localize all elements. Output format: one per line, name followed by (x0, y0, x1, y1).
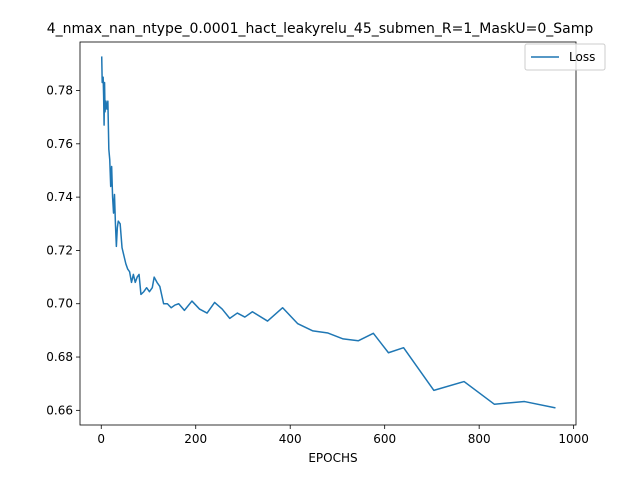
y-axis-ticks: 0.66 0.68 0.70 0.72 0.74 0.76 0.78 (46, 84, 80, 417)
y-tick-label: 0.70 (46, 297, 73, 311)
y-tick-label: 0.68 (46, 350, 73, 364)
plot-area (80, 42, 576, 425)
y-tick-label: 0.72 (46, 243, 73, 257)
chart-title: 4_nmax_nan_ntype_0.0001_hact_leakyrelu_4… (47, 21, 594, 37)
y-tick-label: 0.76 (46, 137, 73, 151)
y-tick-label: 0.78 (46, 84, 73, 98)
plot-frame (79, 41, 577, 426)
y-tick-label: 0.74 (46, 190, 73, 204)
legend-box (524, 43, 606, 71)
x-axis-ticks: 0 200 400 600 800 1000 (97, 425, 589, 446)
x-tick-label: 800 (468, 432, 491, 446)
loss-series-line (100, 56, 556, 409)
x-tick-label: 400 (279, 432, 302, 446)
x-tick-label: 200 (184, 432, 207, 446)
x-tick-label: 0 (97, 432, 105, 446)
y-tick-label: 0.66 (46, 403, 73, 417)
legend-label-loss: Loss (569, 50, 595, 64)
legend: Loss (524, 43, 606, 71)
x-tick-label: 1000 (558, 432, 589, 446)
x-tick-label: 600 (373, 432, 396, 446)
x-axis-label: EPOCHS (308, 451, 357, 465)
